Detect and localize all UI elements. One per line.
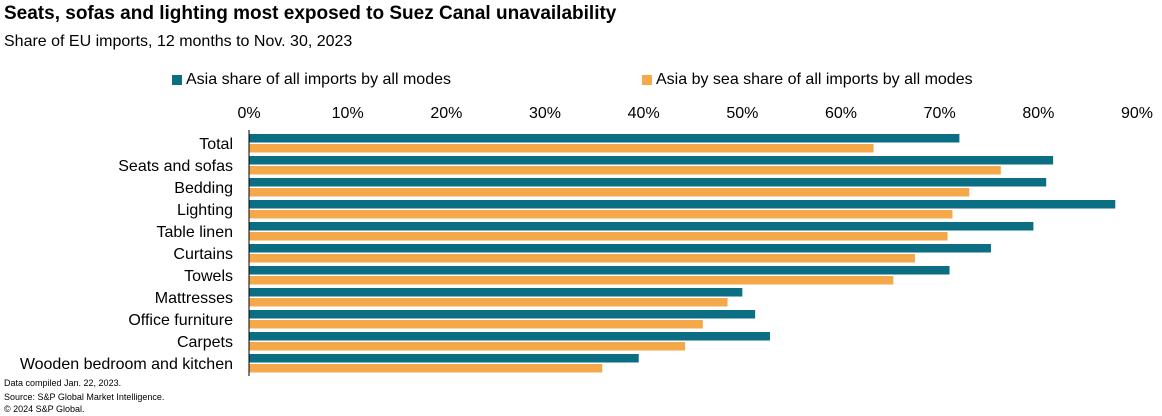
bar-series-2 — [249, 298, 728, 307]
category-label: Lighting — [177, 202, 233, 219]
bar-series-2 — [249, 254, 915, 263]
category-label: Curtains — [173, 246, 233, 263]
x-tick-label: 0% — [237, 105, 260, 122]
x-tick-label: 30% — [529, 105, 561, 122]
bar-series-2 — [249, 144, 874, 153]
bar-series-1 — [249, 244, 991, 253]
category-label: Seats and sofas — [118, 158, 233, 175]
bar-series-1 — [249, 266, 950, 275]
x-tick-label: 50% — [726, 105, 758, 122]
bar-series-2 — [249, 364, 603, 373]
category-label: Total — [199, 136, 233, 153]
bar-series-2 — [249, 188, 970, 197]
legend-label-series-2: Asia by sea share of all imports by all … — [656, 71, 973, 88]
legend-label-series-1: Asia share of all imports by all modes — [186, 71, 451, 88]
x-tick-label: 40% — [628, 105, 660, 122]
bar-series-1 — [249, 178, 1047, 187]
category-label: Mattresses — [155, 290, 233, 307]
legend-swatch-series-2 — [642, 75, 652, 85]
x-tick-label: 80% — [1022, 105, 1054, 122]
chart-subtitle: Share of EU imports, 12 months to Nov. 3… — [4, 33, 353, 50]
bar-series-2 — [249, 232, 948, 241]
category-label: Bedding — [174, 180, 233, 197]
bar-series-1 — [249, 156, 1054, 165]
category-label: Carpets — [177, 334, 233, 351]
category-label: Office furniture — [128, 312, 233, 329]
x-tick-label: 20% — [430, 105, 462, 122]
category-label: Towels — [184, 268, 233, 285]
x-tick-label: 10% — [332, 105, 364, 122]
category-label: Wooden bedroom and kitchen — [20, 356, 233, 373]
x-tick-label: 90% — [1121, 105, 1153, 122]
x-tick-label: 60% — [825, 105, 857, 122]
bar-series-2 — [249, 320, 703, 329]
bar-series-2 — [249, 276, 894, 285]
x-tick-label: 70% — [924, 105, 956, 122]
bar-series-1 — [249, 354, 639, 363]
chart-title: Seats, sofas and lighting most exposed t… — [4, 3, 617, 24]
bar-series-1 — [249, 310, 756, 319]
bar-series-1 — [249, 134, 960, 143]
bar-series-1 — [249, 222, 1034, 231]
bar-series-1 — [249, 200, 1116, 209]
legend-item-series-1: Asia share of all imports by all modes — [172, 71, 451, 89]
bar-series-2 — [249, 342, 686, 351]
category-label: Table linen — [157, 224, 234, 241]
legend-item-series-2: Asia by sea share of all imports by all … — [642, 71, 973, 89]
footer-source: Source: S&P Global Market Intelligence. — [4, 392, 165, 402]
footer-copyright: © 2024 S&P Global. — [4, 404, 85, 414]
bar-series-2 — [249, 166, 1001, 175]
footer-data-compiled: Data compiled Jan. 22, 2023. — [4, 378, 122, 388]
bar-series-1 — [249, 288, 743, 297]
bar-series-2 — [249, 210, 953, 219]
legend-swatch-series-1 — [172, 75, 182, 85]
bar-series-1 — [249, 332, 770, 341]
